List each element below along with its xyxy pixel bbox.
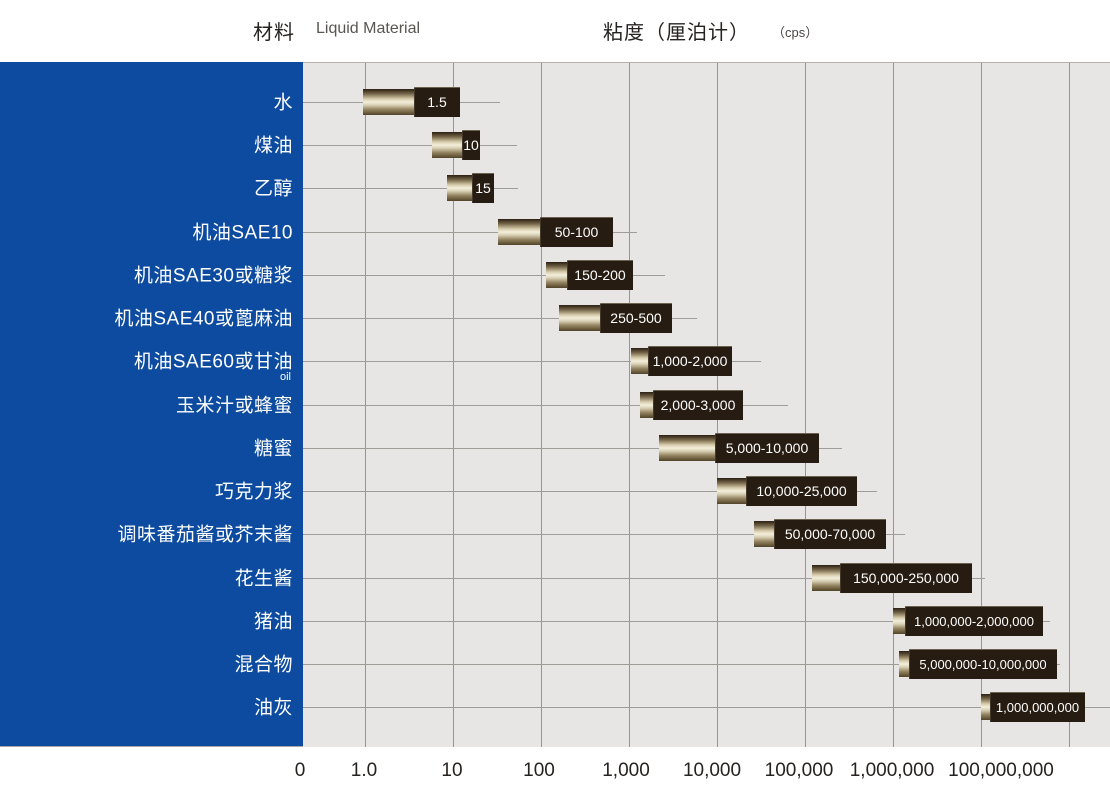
bar-value-box: 2,000-3,000 (653, 390, 743, 420)
bar-value-box: 50-100 (540, 217, 613, 247)
x-tick-label: 1.0 (350, 760, 378, 781)
row-line (303, 318, 697, 319)
material-label: 机油SAE60或甘油 (133, 351, 293, 373)
row-line (303, 621, 1050, 622)
row-line (303, 578, 985, 579)
material-label-panel: 水煤油乙醇机油SAE10 机油SAE30或糖浆机油SAE40或蓖麻油机油SAE60… (0, 62, 303, 746)
material-label: 油灰 (253, 697, 293, 719)
bar-value-box: 50,000-70,000 (774, 519, 886, 549)
bar-value-box: 1.5 (414, 87, 460, 117)
material-label: 花生酱 (234, 568, 293, 590)
bar-cylinder (899, 651, 909, 677)
bar-cylinder (546, 262, 567, 288)
row-line (303, 448, 842, 449)
row-line (303, 707, 1110, 708)
bar-value-box: 5,000-10,000 (715, 433, 819, 463)
bar-value-box: 15 (472, 173, 494, 203)
plot-area: 1.5 10 15 50-100 150-200 250-500 1,000-2,000 2,… (303, 62, 1110, 747)
bar-cylinder (559, 305, 600, 331)
x-tick-label: 100,000 (764, 760, 834, 781)
bar-value-box: 250-500 (600, 303, 672, 333)
viscosity-title-zh: 粘度（厘泊计） (603, 22, 750, 44)
gridline (805, 63, 806, 747)
material-label: 乙醇 (253, 178, 293, 200)
x-axis: 0 1.0 10 100 1,000 10,000 100,000 1,000,000 100,… (0, 746, 1110, 809)
material-title-en: Liquid Material (316, 20, 421, 37)
bar-value-box: 5,000,000-10,000,000 (909, 649, 1057, 679)
x-tick-label: 1,000 (602, 760, 650, 781)
material-sublabel: oil (279, 371, 291, 383)
x-tick-label: 1,000,000 (849, 760, 935, 781)
bar-value-box: 1,000,000-2,000,000 (905, 606, 1043, 636)
bar-cylinder (432, 132, 462, 158)
bar-cylinder (363, 89, 414, 115)
row-line (303, 188, 518, 189)
gridline (893, 63, 894, 747)
material-label: 混合物 (234, 654, 293, 676)
material-label: 机油SAE30或糖浆 (133, 265, 293, 287)
material-label: 猪油 (253, 611, 293, 633)
gridline (1069, 63, 1070, 747)
bar-cylinder (631, 348, 648, 374)
x-tick-label: 10,000 (682, 760, 742, 781)
x-tick-label: 100,000,000 (948, 760, 1054, 781)
material-label: 机油SAE10 (192, 222, 293, 244)
bar-cylinder (659, 435, 715, 461)
row-line (303, 491, 877, 492)
bar-cylinder (981, 694, 990, 720)
row-line (303, 664, 1060, 665)
material-label: 机油SAE40或蓖麻油 (114, 308, 293, 330)
bar-value-box: 10,000-25,000 (746, 476, 857, 506)
gridline (981, 63, 982, 747)
x-tick-label: 10 (441, 760, 463, 781)
material-label: 水 (273, 92, 293, 114)
bar-value-box: 1,000,000,000 (990, 692, 1085, 722)
bar-cylinder (498, 219, 540, 245)
bar-cylinder (812, 565, 840, 591)
bar-cylinder (717, 478, 746, 504)
bar-value-box: 150,000-250,000 (840, 563, 972, 593)
bar-cylinder (893, 608, 905, 634)
bar-cylinder (754, 521, 774, 547)
row-line (303, 145, 517, 146)
material-label: 巧克力浆 (214, 481, 293, 503)
x-tick-label: 0 (294, 760, 306, 781)
material-label: 调味番茄酱或芥末酱 (117, 524, 293, 546)
row-line (303, 275, 665, 276)
bar-value-box: 150-200 (567, 260, 633, 290)
row-line (303, 361, 761, 362)
chart-body: 水煤油乙醇机油SAE10 机油SAE30或糖浆机油SAE40或蓖麻油机油SAE60… (0, 62, 1110, 747)
bar-cylinder (447, 175, 472, 201)
row-line (303, 232, 637, 233)
bar-cylinder (640, 392, 653, 418)
row-line (303, 405, 788, 406)
row-line (303, 534, 905, 535)
bar-value-box: 10 (462, 130, 480, 160)
viscosity-unit-label: （cps） (772, 25, 819, 40)
material-label: 糖蜜 (253, 438, 293, 460)
material-title-zh: 材料 (253, 22, 295, 44)
x-tick-label: 100 (523, 760, 555, 781)
material-label: 煤油 (253, 135, 293, 157)
material-label: 玉米汁或蜂蜜 (175, 395, 293, 417)
bar-value-box: 1,000-2,000 (648, 346, 732, 376)
